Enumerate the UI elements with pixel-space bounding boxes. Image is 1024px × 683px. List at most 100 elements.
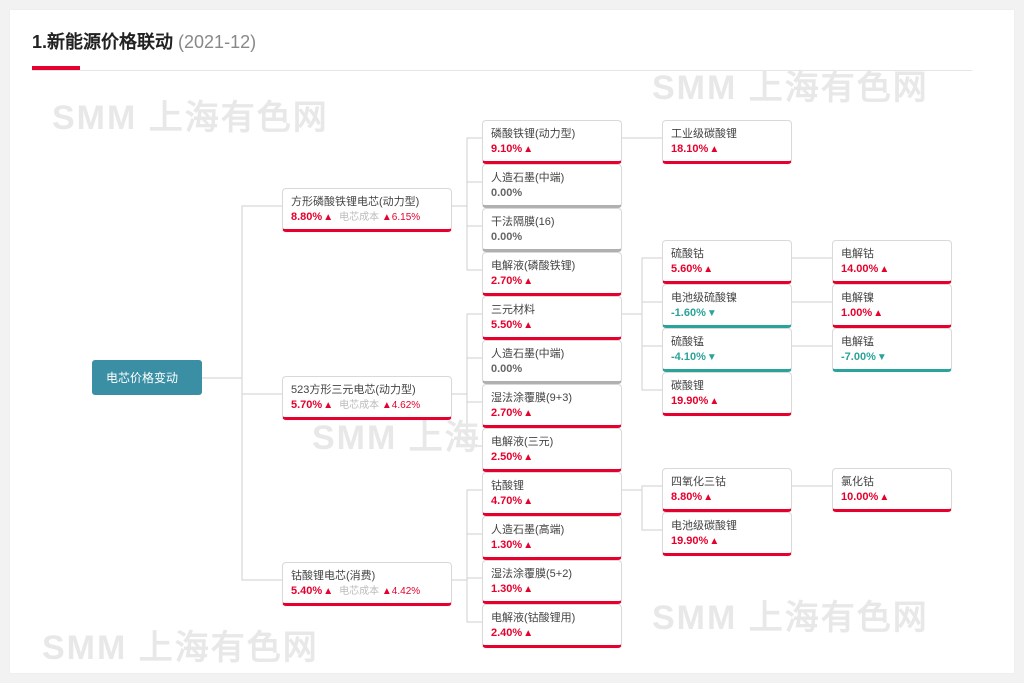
node-value: -7.00%▼ xyxy=(841,350,943,365)
arrow-up-icon: ▲ xyxy=(523,540,533,551)
arrow-down-icon: ▼ xyxy=(877,352,887,363)
document-card: 1.新能源价格联动 (2021-12) SMM 上海有色网 SMM 上海有色网 … xyxy=(10,10,1014,673)
edge xyxy=(622,314,662,390)
arrow-up-icon: ▲ xyxy=(873,308,883,319)
arrow-up-icon: ▲ xyxy=(523,276,533,287)
node-value: 1.00%▲ xyxy=(841,306,943,321)
precursor-node[interactable]: 电池级碳酸锂19.90%▲ xyxy=(662,512,792,556)
material-node[interactable]: 磷酸铁锂(动力型)9.10%▲ xyxy=(482,120,622,164)
node-value: 10.00%▲ xyxy=(841,490,943,505)
node-label: 氯化钴 xyxy=(841,475,943,490)
node-value: 2.70%▲ xyxy=(491,406,613,421)
material-node[interactable]: 电解液(钴酸锂用)2.40%▲ xyxy=(482,604,622,648)
node-label: 人造石墨(中端) xyxy=(491,171,613,186)
node-meta: 电芯成本 ▲6.15% xyxy=(339,212,420,223)
node-value: 1.30%▲ xyxy=(491,538,613,553)
node-label: 方形磷酸铁锂电芯(动力型) xyxy=(291,195,443,210)
node-value: 2.40%▲ xyxy=(491,626,613,641)
material-node[interactable]: 干法隔膜(16)0.00% xyxy=(482,208,622,252)
node-label: 磷酸铁锂(动力型) xyxy=(491,127,613,142)
node-label: 523方形三元电芯(动力型) xyxy=(291,383,443,398)
node-value: 5.60%▲ xyxy=(671,262,783,277)
edge xyxy=(622,302,662,314)
precursor-node[interactable]: 工业级碳酸锂18.10%▲ xyxy=(662,120,792,164)
material-node[interactable]: 钴酸锂4.70%▲ xyxy=(482,472,622,516)
arrow-up-icon: ▲ xyxy=(709,536,719,547)
title-date: (2021-12) xyxy=(178,32,256,52)
edge xyxy=(202,206,282,378)
node-label: 电解液(磷酸铁锂) xyxy=(491,259,613,274)
arrow-up-icon: ▲ xyxy=(709,396,719,407)
material-node[interactable]: 湿法涂覆膜(9+3)2.70%▲ xyxy=(482,384,622,428)
node-label: 碳酸锂 xyxy=(671,379,783,394)
node-value: 19.90%▲ xyxy=(671,534,783,549)
arrow-up-icon: ▲ xyxy=(523,584,533,595)
node-label: 电解钴 xyxy=(841,247,943,262)
edge xyxy=(452,206,482,270)
arrow-up-icon: ▲ xyxy=(523,628,533,639)
node-value: 0.00% xyxy=(491,362,613,377)
node-label: 硫酸锰 xyxy=(671,335,783,350)
node-label: 三元材料 xyxy=(491,303,613,318)
node-value: 14.00%▲ xyxy=(841,262,943,277)
material-node[interactable]: 人造石墨(高端)1.30%▲ xyxy=(482,516,622,560)
node-label: 电池级碳酸锂 xyxy=(671,519,783,534)
node-value: 5.40%▲电芯成本 ▲4.42% xyxy=(291,584,443,599)
arrow-up-icon: ▲ xyxy=(323,400,333,411)
node-value: 4.70%▲ xyxy=(491,494,613,509)
precursor-node[interactable]: 硫酸锰-4.10%▼ xyxy=(662,328,792,372)
node-label: 湿法涂覆膜(9+3) xyxy=(491,391,613,406)
node-meta: 电芯成本 ▲4.62% xyxy=(339,400,420,411)
node-value: 18.10%▲ xyxy=(671,142,783,157)
node-value: -1.60%▼ xyxy=(671,306,783,321)
arrow-up-icon: ▲ xyxy=(323,586,333,597)
arrow-up-icon: ▲ xyxy=(703,492,713,503)
material-node[interactable]: 人造石墨(中端)0.00% xyxy=(482,164,622,208)
page-title: 1.新能源价格联动 (2021-12) xyxy=(10,10,1014,62)
material-node[interactable]: 三元材料5.50%▲ xyxy=(482,296,622,340)
arrow-up-icon: ▲ xyxy=(523,408,533,419)
arrow-up-icon: ▲ xyxy=(523,144,533,155)
node-label: 电解镍 xyxy=(841,291,943,306)
edge xyxy=(452,182,482,206)
title-separator xyxy=(32,70,972,71)
precursor-node[interactable]: 碳酸锂19.90%▲ xyxy=(662,372,792,416)
node-label: 电池级硫酸镍 xyxy=(671,291,783,306)
metal-node[interactable]: 氯化钴10.00%▲ xyxy=(832,468,952,512)
branch-node[interactable]: 钴酸锂电芯(消费)5.40%▲电芯成本 ▲4.42% xyxy=(282,562,452,606)
node-value: 0.00% xyxy=(491,230,613,245)
precursor-node[interactable]: 四氧化三钴8.80%▲ xyxy=(662,468,792,512)
arrow-up-icon: ▲ xyxy=(703,264,713,275)
node-label: 四氧化三钴 xyxy=(671,475,783,490)
material-node[interactable]: 人造石墨(中端)0.00% xyxy=(482,340,622,384)
branch-node[interactable]: 523方形三元电芯(动力型)5.70%▲电芯成本 ▲4.62% xyxy=(282,376,452,420)
arrow-up-icon: ▲ xyxy=(709,144,719,155)
node-value: 1.30%▲ xyxy=(491,582,613,597)
node-meta: 电芯成本 ▲4.42% xyxy=(339,586,420,597)
node-label: 人造石墨(高端) xyxy=(491,523,613,538)
node-value: 19.90%▲ xyxy=(671,394,783,409)
metal-node[interactable]: 电解钴14.00%▲ xyxy=(832,240,952,284)
metal-node[interactable]: 电解锰-7.00%▼ xyxy=(832,328,952,372)
node-value: 8.80%▲电芯成本 ▲6.15% xyxy=(291,210,443,225)
node-value: 8.80%▲ xyxy=(671,490,783,505)
node-value: 0.00% xyxy=(491,186,613,201)
material-node[interactable]: 电解液(三元)2.50%▲ xyxy=(482,428,622,472)
node-label: 硫酸钴 xyxy=(671,247,783,262)
metal-node[interactable]: 电解镍1.00%▲ xyxy=(832,284,952,328)
branch-node[interactable]: 方形磷酸铁锂电芯(动力型)8.80%▲电芯成本 ▲6.15% xyxy=(282,188,452,232)
arrow-up-icon: ▲ xyxy=(523,452,533,463)
material-node[interactable]: 电解液(磷酸铁锂)2.70%▲ xyxy=(482,252,622,296)
edge xyxy=(622,486,662,490)
node-value: -4.10%▼ xyxy=(671,350,783,365)
node-value: 5.50%▲ xyxy=(491,318,613,333)
precursor-node[interactable]: 硫酸钴5.60%▲ xyxy=(662,240,792,284)
node-value: 2.70%▲ xyxy=(491,274,613,289)
node-value: 5.70%▲电芯成本 ▲4.62% xyxy=(291,398,443,413)
material-node[interactable]: 湿法涂覆膜(5+2)1.30%▲ xyxy=(482,560,622,604)
node-label: 干法隔膜(16) xyxy=(491,215,613,230)
root-node[interactable]: 电芯价格变动 xyxy=(92,360,202,395)
precursor-node[interactable]: 电池级硫酸镍-1.60%▼ xyxy=(662,284,792,328)
arrow-up-icon: ▲ xyxy=(879,264,889,275)
node-label: 电解锰 xyxy=(841,335,943,350)
